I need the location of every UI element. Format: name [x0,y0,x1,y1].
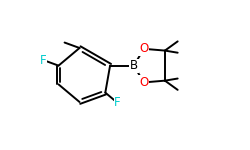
Text: F: F [114,96,121,109]
Text: O: O [139,42,148,55]
Text: B: B [130,59,138,72]
Text: O: O [139,76,148,89]
Text: F: F [40,54,47,67]
